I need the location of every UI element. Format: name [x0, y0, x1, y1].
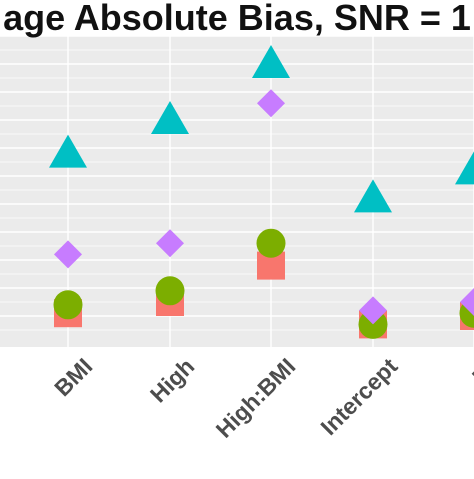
chart-title: age Absolute Bias, SNR = 1 [3, 0, 471, 38]
circle-point-high [156, 276, 185, 305]
x-tick-label: Intercept [315, 353, 402, 440]
x-tick-label: High [145, 353, 200, 408]
x-tick-label: High:BMI [211, 353, 301, 443]
circle-point-bmi [54, 290, 83, 319]
x-tick-label: Mi [467, 353, 474, 389]
x-tick-label: BMI [49, 353, 97, 401]
circle-point-high-bmi [257, 229, 286, 258]
